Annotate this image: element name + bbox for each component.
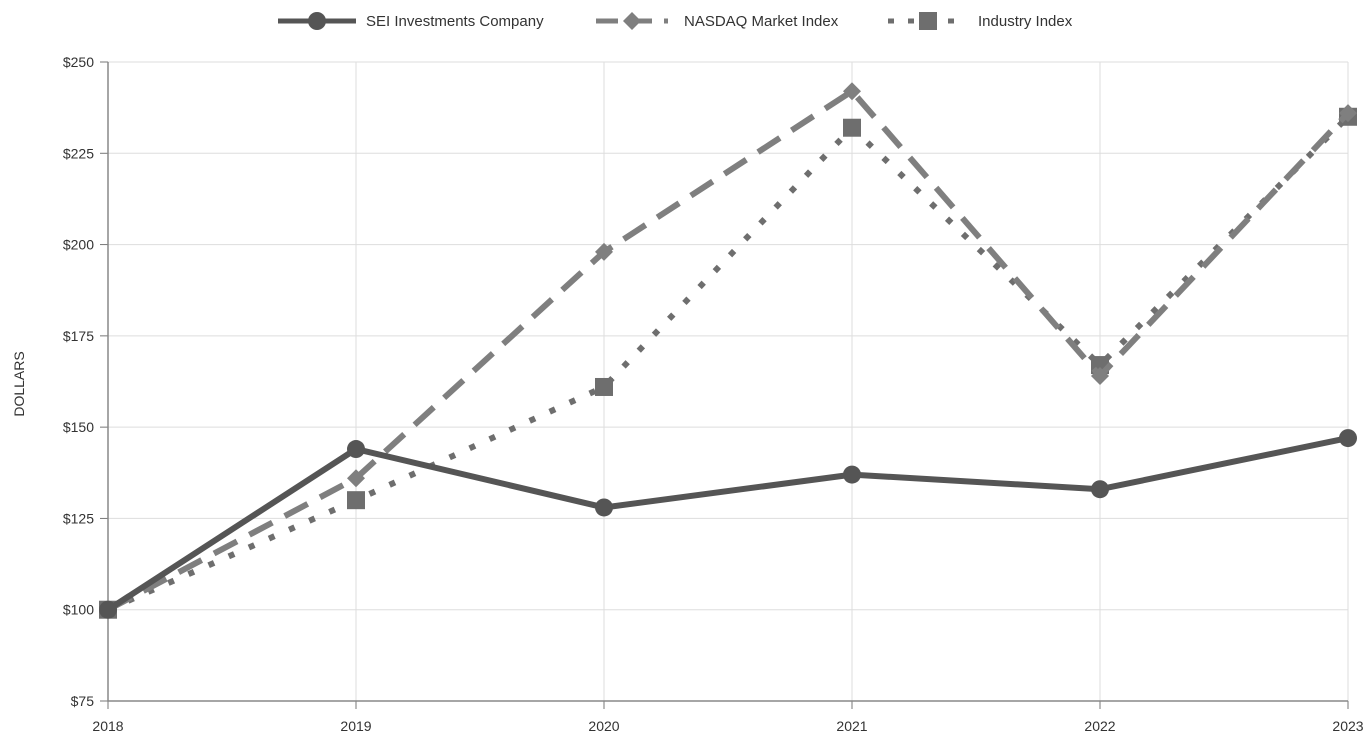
data-point (843, 465, 861, 484)
data-point (1339, 429, 1357, 448)
y-tick-label: $175 (63, 328, 94, 344)
data-point (347, 491, 365, 510)
y-axis-title: DOLLARS (11, 351, 27, 416)
data-point (99, 600, 117, 619)
y-tick-label: $75 (71, 693, 95, 709)
y-tick-label: $150 (63, 419, 94, 435)
data-point (1339, 104, 1357, 123)
legend-label: NASDAQ Market Index (684, 13, 839, 30)
data-point (347, 469, 365, 488)
axes (100, 61, 1349, 709)
legend-item: SEI Investments Company (278, 12, 544, 30)
x-tick-label: 2023 (1332, 718, 1363, 734)
series-0 (99, 429, 1357, 619)
series-line (106, 435, 1349, 613)
series-line (106, 88, 1351, 613)
y-tick-label: $200 (63, 237, 94, 253)
y-tick-label: $250 (63, 54, 94, 70)
grid-lines (108, 61, 1349, 702)
data-point (1091, 480, 1109, 499)
legend-marker (623, 12, 641, 30)
data-point (595, 498, 613, 517)
y-tick-label: $125 (63, 510, 94, 526)
legend-item: NASDAQ Market Index (596, 12, 839, 30)
series-layer (99, 82, 1357, 619)
legend: SEI Investments Company NASDAQ Market Ind… (278, 12, 1073, 30)
y-tick-label: $100 (63, 602, 94, 618)
data-point (1091, 367, 1109, 386)
series-2 (99, 107, 1357, 619)
data-point (595, 377, 613, 396)
legend-label: SEI Investments Company (366, 13, 544, 30)
x-tick-label: 2018 (92, 718, 123, 734)
legend-marker (919, 12, 937, 30)
legend-item: Industry Index (888, 12, 1073, 30)
x-tick-label: 2022 (1084, 718, 1115, 734)
data-point (595, 242, 613, 261)
data-point (347, 440, 365, 459)
y-tick-label: $225 (63, 145, 94, 161)
legend-label: Industry Index (978, 13, 1073, 30)
x-tick-label: 2019 (340, 718, 371, 734)
series-1 (99, 82, 1357, 619)
legend-marker (308, 12, 326, 30)
tick-labels: $75 $100 $125 $150 $175 $200 $225 $250 2018 2019 2… (63, 54, 1364, 734)
series-line (106, 114, 1351, 613)
data-point (843, 118, 861, 137)
x-tick-label: 2021 (836, 718, 867, 734)
data-point (843, 82, 861, 101)
x-tick-label: 2020 (588, 718, 619, 734)
